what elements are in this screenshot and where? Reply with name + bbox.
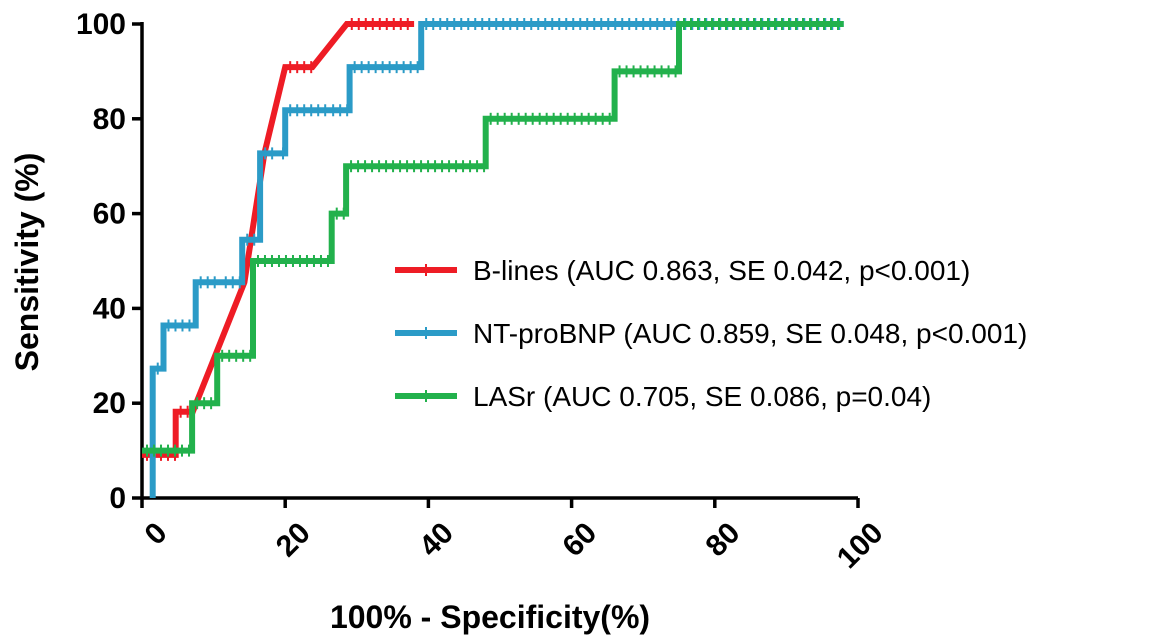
y-tick-label: 80 (93, 103, 126, 136)
series-0 (142, 18, 415, 461)
series-line-0 (142, 21, 415, 458)
legend-label: NT-proBNP (AUC 0.859, SE 0.048, p<0.001) (473, 318, 1027, 349)
legend-label: B-lines (AUC 0.863, SE 0.042, p<0.001) (473, 255, 970, 286)
series-line-1 (149, 21, 844, 498)
x-tick-label: 100 (831, 516, 890, 575)
legend: B-lines (AUC 0.863, SE 0.042, p<0.001) NT… (395, 255, 1027, 412)
x-tick-label: 40 (413, 516, 460, 563)
axes (140, 22, 858, 500)
series-2 (142, 18, 844, 457)
y-tick-label: 100 (76, 8, 126, 41)
y-tick-label: 0 (109, 482, 126, 515)
x-tick-label: 80 (700, 516, 747, 563)
series-line-2 (142, 21, 844, 454)
x-tick-label: 20 (270, 516, 317, 563)
x-axis-ticks: 0 20 40 60 80 100 (139, 498, 890, 575)
x-axis-title: 100% - Specificity(%) (330, 599, 650, 635)
y-axis-title: Sensitivity (%) (9, 153, 45, 372)
x-tick-label: 0 (139, 516, 174, 551)
legend-label: LASr (AUC 0.705, SE 0.086, p=0.04) (473, 381, 931, 412)
y-tick-label: 20 (93, 387, 126, 420)
y-axis-ticks: 0 20 40 60 80 100 (76, 8, 142, 515)
y-tick-label: 60 (93, 198, 126, 231)
x-tick-label: 60 (556, 516, 603, 563)
series-layer (142, 18, 844, 498)
y-tick-label: 40 (93, 292, 126, 325)
